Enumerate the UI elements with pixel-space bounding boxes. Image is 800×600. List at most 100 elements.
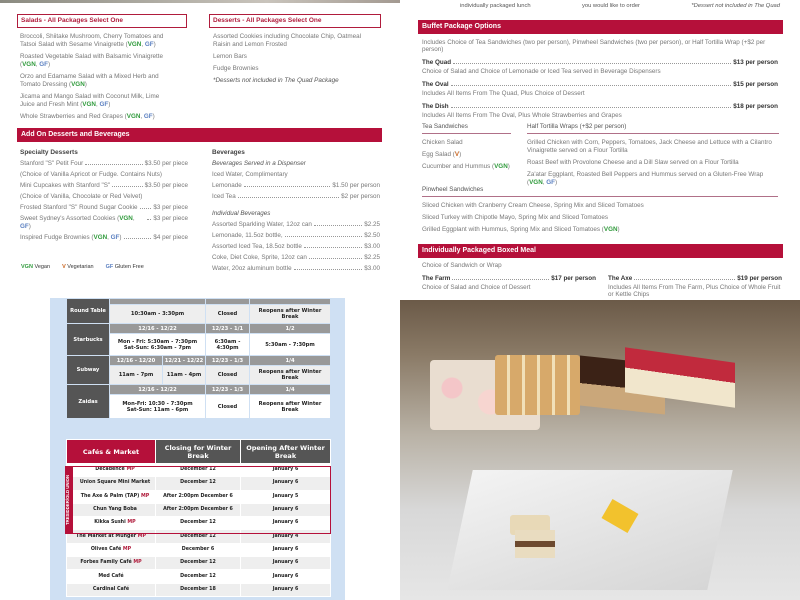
buffet-intro: Includes Choice of Tea Sandwiches (two p… xyxy=(422,39,766,53)
item-name: Mini Cupcakes with Stanford "S" xyxy=(20,182,111,189)
item-name: Sweet Sydney's Assorted Cookies (VGN, GF… xyxy=(20,215,135,230)
opening-date: January 6 xyxy=(240,476,331,491)
date-range: 12/16 - 12/22 xyxy=(109,384,206,395)
hours-line: Sat-Sun: 6:30am - 7pm xyxy=(123,344,192,351)
tea-sandwiches: Tea Sandwiches Chicken Salad Egg Salad (V… xyxy=(422,123,511,175)
beverage-item: Lemonade, 11.5oz bottle, $2.50 xyxy=(212,232,380,240)
dot-leader xyxy=(450,103,732,108)
dot-leader xyxy=(452,275,550,280)
cafe-row: The Market at Munger MP December 12 Januar… xyxy=(66,529,331,544)
date-range: 12/23 - 1/3 xyxy=(205,355,250,366)
buffet-packages: Includes Choice of Tea Sandwiches (two p… xyxy=(422,39,778,125)
item-name: The Axe xyxy=(608,275,633,282)
item-price: $2.25 xyxy=(364,221,380,228)
dispenser-title: Beverages Served in a Dispenser xyxy=(212,160,306,167)
pinwheel-item: Sliced Turkey with Chipotle Mayo, Spring… xyxy=(422,214,609,221)
tea-sandwich-item: Egg Salad (V) xyxy=(422,151,462,158)
item-name: Lemonade, 11.5oz bottle, xyxy=(212,232,283,239)
salad-item: Orzo and Edamame Salad with a Mixed Herb… xyxy=(20,73,159,88)
cafe-name: Cardinal Café xyxy=(66,582,156,597)
dot-leader xyxy=(293,265,363,270)
pinwheel-sandwiches: Pinwheel Sandwiches Sliced Chicken with … xyxy=(422,186,778,238)
zaidas-name: Zaidas xyxy=(66,384,110,419)
cafe-row: Union Square Mini Market December 12 Janua… xyxy=(66,476,331,491)
closing-date: December 12 xyxy=(155,462,241,478)
closing-date: December 12 xyxy=(155,476,241,491)
lower-shelf xyxy=(447,470,733,590)
item-name: Frosted Stanford "S" Round Sugar Cookie xyxy=(20,204,138,211)
opening-date: January 6 xyxy=(240,556,331,571)
package-the-axe: The Axe $19 per person Includes All Items … xyxy=(608,275,782,304)
salad-item: Jicama and Mango Salad with Coconut Milk… xyxy=(20,93,160,108)
top-cut-line: individually packaged lunch xyxy=(460,3,531,9)
salads-list: Broccoli, Shiitake Mushroom, Cherry Toma… xyxy=(20,33,170,125)
dot-leader xyxy=(237,193,340,198)
cafe-row: Cardinal Café December 18 January 6 xyxy=(66,582,331,597)
tresidder-group-label: TRESIDDER/OLD UNION xyxy=(65,466,73,534)
opening-date: January 6 xyxy=(240,582,331,597)
cake-slice xyxy=(515,530,555,558)
round-table-break: Closed xyxy=(205,304,250,324)
opening-date: January 4 xyxy=(240,529,331,544)
closing-date: December 12 xyxy=(155,529,241,544)
legend-item: VGN Vegan xyxy=(21,264,51,270)
specialty-item: Stanford "S" Petit Four $3.50 per piece (C… xyxy=(20,160,188,179)
date-range: 12/21 - 12/22 xyxy=(162,355,206,366)
boxed-intro: Choice of Sandwich or Wrap xyxy=(422,262,502,269)
dessert-item: Lemon Bars xyxy=(213,53,247,60)
buffet-header: Buffet Package Options xyxy=(418,20,783,34)
salads-header: Salads - All Packages Select One xyxy=(17,14,187,28)
legend-item: V Vegetarian xyxy=(62,264,94,270)
tea-sandwich-item: Cucumber and Hummus (VGN) xyxy=(422,163,510,170)
beverage-item: Water, 20oz aluminum bottle $3.00 xyxy=(212,265,380,273)
specialty-item: Inspired Fudge Brownies (VGN, GF) $4 per … xyxy=(20,234,188,242)
subway-hours: 11am - 7pm xyxy=(109,365,163,385)
package-the-oval: The Oval $15 per person Includes All Items… xyxy=(422,81,778,97)
item-name: Inspired Fudge Brownies (VGN, GF) xyxy=(20,234,122,241)
date-range: 1/4 xyxy=(249,355,331,366)
opening-date: January 6 xyxy=(240,569,331,584)
opening-date: January 6 xyxy=(240,502,331,518)
hours-line: Mon - Fri: 5:30am - 7:30pm xyxy=(117,338,198,345)
item-price: $3.00 xyxy=(364,243,380,250)
cafe-name: The Market at Munger MP xyxy=(66,529,156,544)
round-table-name: Round Table xyxy=(66,298,110,324)
item-note: (Choice of Vanilla Apricot or Fudge. Con… xyxy=(20,171,162,178)
specialty-item: Frosted Stanford "S" Round Sugar Cookie $… xyxy=(20,204,188,212)
closing-date: After 2:00pm December 6 xyxy=(155,489,241,504)
dot-leader xyxy=(139,204,152,209)
zaidas-break: Closed xyxy=(205,394,250,419)
cafe-name: The Axe & Palm (TAP) MP xyxy=(66,489,156,504)
item-name: Assorted Iced Tea, 18.5oz bottle xyxy=(212,243,302,250)
cake-slices xyxy=(495,355,580,415)
tea-title: Tea Sandwiches xyxy=(422,123,511,134)
package-description: Includes All Items From The Farm, Plus C… xyxy=(608,284,781,298)
item-price: $3.50 per piece xyxy=(144,182,188,189)
specialty-item: Mini Cupcakes with Stanford "S" $3.50 per… xyxy=(20,182,188,201)
cafe-row: Decadence MP December 12 January 6 xyxy=(66,462,331,478)
closing-date: December 6 xyxy=(155,542,241,558)
hours-line: Mon-Fri: 10:30 - 7:30pm xyxy=(122,400,193,407)
closing-date: December 12 xyxy=(155,556,241,571)
date-range: 12/16 - 12/22 xyxy=(109,323,206,334)
salad-item: Whole Strawberries and Red Grapes (VGN, … xyxy=(20,113,155,120)
desserts-header: Desserts - All Packages Select One xyxy=(209,14,381,28)
closing-header: Closing for Winter Break xyxy=(155,439,241,464)
date-range: 1/4 xyxy=(249,384,331,395)
cafe-row: Olives Café MP December 6 January 6 xyxy=(66,542,331,558)
item-price: $1.50 per person xyxy=(332,182,380,189)
cafe-name: Chun Yang Boba xyxy=(66,502,156,518)
boxed-header: Individually Packaged Boxed Meal xyxy=(418,244,783,258)
subway-break: Closed xyxy=(205,365,250,385)
round-table-after: Reopens after Winter Break xyxy=(249,304,331,324)
item-price: $4 per piece xyxy=(153,234,188,241)
cafes-header: Cafés & Market xyxy=(66,439,156,464)
subway-name: Subway xyxy=(66,355,110,385)
package-description: Includes All Items From The Oval, Plus W… xyxy=(422,112,622,119)
round-table-hours: 10:30am - 3:30pm xyxy=(109,304,206,324)
beverage-item: Assorted Iced Tea, 18.5oz bottle $3.00 xyxy=(212,243,380,251)
salad-item: Roasted Vegetable Salad with Balsamic Vi… xyxy=(20,53,164,68)
zaidas-hours: Mon-Fri: 10:30 - 7:30pm Sat-Sun: 11am - 6… xyxy=(109,394,206,419)
item-name: Stanford "S" Petit Four xyxy=(20,160,84,167)
item-name: Iced Tea xyxy=(212,193,236,200)
